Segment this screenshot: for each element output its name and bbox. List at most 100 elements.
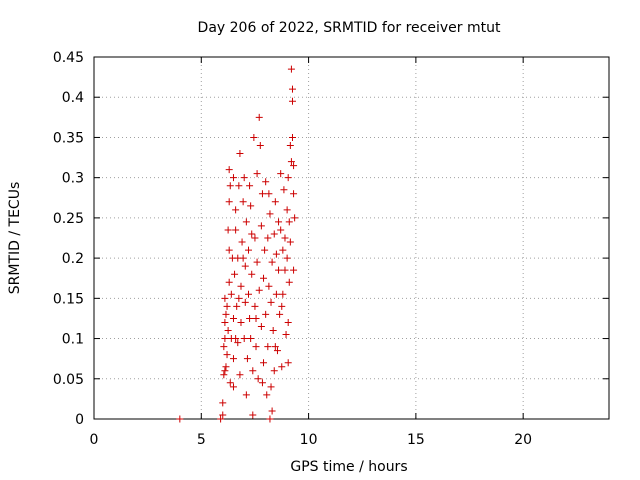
data-point [237, 282, 245, 290]
data-point [270, 230, 278, 238]
data-point [222, 363, 230, 371]
data-point [243, 355, 251, 363]
plot-frame [93, 56, 610, 420]
data-point [237, 318, 245, 326]
data-points [176, 65, 299, 423]
x-tick-label: 5 [197, 432, 206, 448]
data-point [232, 226, 240, 234]
data-point [291, 214, 299, 222]
data-point [258, 190, 266, 198]
data-point [261, 246, 269, 254]
data-point [242, 391, 250, 399]
data-point [290, 190, 298, 198]
data-point [255, 113, 263, 121]
data-point [258, 379, 266, 387]
data-point [287, 158, 295, 166]
x-tick-label: 0 [90, 432, 99, 448]
data-point [232, 206, 240, 214]
data-point [225, 198, 233, 206]
data-point [268, 407, 276, 415]
data-point [248, 230, 256, 238]
data-point [265, 190, 273, 198]
data-point [271, 343, 279, 351]
data-point [220, 343, 228, 351]
y-axis-label: SRMTID / TECUs [7, 182, 23, 295]
data-point [264, 343, 272, 351]
data-point [229, 314, 237, 322]
x-axis-label: GPS time / hours [290, 459, 407, 475]
data-point [241, 298, 249, 306]
data-point [226, 182, 234, 190]
data-point [272, 250, 280, 258]
data-point [226, 379, 234, 387]
data-point [284, 174, 292, 182]
y-tick-label: 0.15 [53, 291, 84, 307]
data-point [281, 266, 289, 274]
data-point [256, 141, 264, 149]
data-point [285, 278, 293, 286]
data-point [224, 226, 232, 234]
x-tick-label: 10 [300, 432, 318, 448]
data-point [245, 246, 252, 254]
data-point [225, 278, 233, 286]
data-point [288, 97, 296, 105]
data-point [269, 327, 277, 335]
y-tick-label: 0.4 [62, 90, 84, 106]
data-point [288, 85, 296, 93]
data-point [270, 367, 278, 375]
data-point [272, 290, 280, 298]
data-point [248, 270, 256, 278]
data-point [281, 234, 289, 242]
data-point [278, 302, 286, 310]
data-point [222, 310, 230, 318]
data-point [255, 286, 263, 294]
data-point [221, 294, 229, 302]
data-point [235, 294, 243, 302]
data-point [263, 391, 271, 399]
data-point [223, 351, 231, 359]
data-point [260, 274, 268, 282]
data-point [278, 363, 286, 371]
data-point [241, 262, 249, 270]
data-point [220, 371, 228, 379]
data-point [234, 339, 242, 347]
data-point [229, 174, 237, 182]
data-point [254, 375, 262, 383]
data-point [176, 415, 184, 423]
data-point [236, 371, 244, 379]
data-point [276, 310, 284, 318]
data-point [283, 254, 291, 262]
data-point [247, 335, 255, 343]
data-point [251, 234, 259, 242]
data-point [271, 198, 279, 206]
data-point [264, 234, 272, 242]
data-point [247, 202, 255, 210]
data-point [284, 359, 292, 367]
data-point [267, 383, 275, 391]
data-point [253, 170, 261, 178]
data-point [223, 302, 231, 310]
x-tick-label: 20 [514, 432, 532, 448]
data-point [252, 314, 260, 322]
data-point [251, 302, 259, 310]
data-point [240, 174, 248, 182]
data-point [219, 399, 227, 407]
y-tick-label: 0.45 [53, 50, 84, 66]
data-point [245, 290, 252, 298]
data-point [227, 290, 235, 298]
data-point [268, 258, 276, 266]
data-point [240, 335, 248, 343]
data-point [249, 367, 257, 375]
x-tick-labels: 0 5 10 15 20 [90, 432, 533, 448]
data-point [235, 182, 243, 190]
data-point [221, 335, 229, 343]
data-point [286, 238, 294, 246]
data-point [262, 178, 270, 186]
chart-title: Day 206 of 2022, SRMTID for receiver mtu… [198, 20, 501, 36]
y-tick-label: 0 [75, 412, 84, 428]
y-tick-label: 0.05 [53, 372, 84, 388]
y-tick-label: 0.35 [53, 130, 84, 146]
data-point [287, 65, 295, 73]
data-point [275, 218, 283, 226]
data-point [253, 258, 261, 266]
